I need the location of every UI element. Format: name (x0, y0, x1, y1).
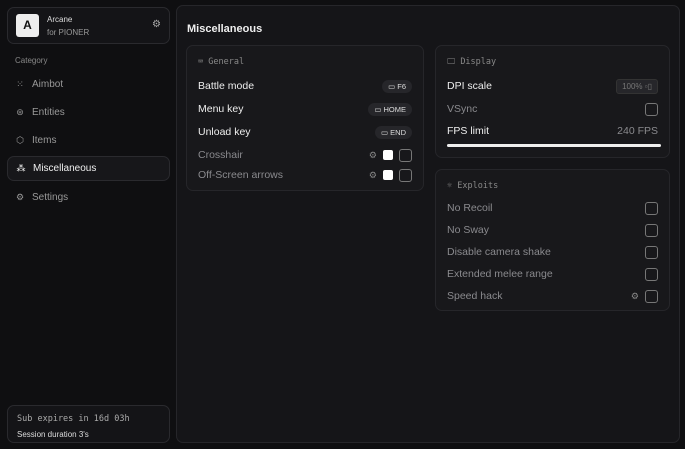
session-duration: Session duration 3's (17, 430, 89, 439)
exploits-title: Exploits (457, 181, 499, 191)
menu-keybind[interactable]: ▭ HOME (368, 102, 412, 116)
fps-value: 240 FPS (617, 125, 658, 137)
speed-hack-row: Speed hack ⚙ (447, 288, 658, 304)
vsync-checkbox[interactable] (645, 102, 658, 116)
main-panel: Miscellaneous ⌨ General Battle mode ▭ F6 … (176, 5, 680, 443)
camera-shake-row: Disable camera shake (447, 244, 658, 260)
offscreen-arrows-row: Off-Screen arrows ⚙ (198, 167, 412, 183)
sidebar-item-label: Items (32, 135, 57, 146)
unload-keybind[interactable]: ▭ END (374, 125, 412, 139)
melee-range-checkbox[interactable] (645, 267, 658, 281)
key-label: F6 (397, 81, 406, 91)
melee-range-label: Extended melee range (447, 268, 553, 280)
app-logo: A (16, 14, 39, 37)
misc-icon: ⁂ (16, 163, 26, 173)
offscreen-arrows-label: Off-Screen arrows (198, 169, 283, 181)
no-sway-row: No Sway (447, 222, 658, 238)
battle-mode-row: Battle mode ▭ F6 (198, 78, 412, 94)
sidebar-item-label: Aimbot (32, 79, 64, 90)
no-recoil-checkbox[interactable] (645, 201, 658, 215)
brand-card: A Arcane for PIONER ⚙ (7, 7, 170, 44)
settings-icon[interactable]: ⚙ (152, 19, 161, 30)
gear-icon: ⚙ (15, 192, 25, 202)
monitor-icon: 🖵 (447, 57, 461, 67)
gear-icon[interactable]: ⚙ (630, 290, 639, 301)
speed-hack-label: Speed hack (447, 290, 503, 302)
exploits-header: ☼ Exploits (447, 181, 498, 191)
camera-shake-checkbox[interactable] (645, 245, 658, 259)
sidebar-item-label: Miscellaneous (33, 163, 97, 174)
dpi-input[interactable]: 100% ▫▯ (616, 78, 658, 94)
color-swatch[interactable] (383, 170, 393, 180)
sidebar: A Arcane for PIONER ⚙ Category ⁙ Aimbot ⊛… (0, 0, 174, 449)
gear-icon[interactable]: ⚙ (368, 149, 377, 160)
fps-label: FPS limit (447, 125, 489, 137)
sidebar-item-label: Entities (32, 107, 65, 118)
general-card: ⌨ General Battle mode ▭ F6 Menu key ▭ HOME… (186, 45, 424, 191)
dpi-row: DPI scale 100% ▫▯ (447, 78, 658, 94)
dpi-value: 100% (622, 81, 643, 91)
key-label: END (390, 127, 406, 137)
page-title: Miscellaneous (187, 23, 263, 35)
vsync-label: VSync (447, 103, 478, 115)
menu-key-row: Menu key ▭ HOME (198, 101, 412, 117)
no-sway-label: No Sway (447, 224, 490, 236)
display-card: 🖵 Display DPI scale 100% ▫▯ VSync FPS lim… (435, 45, 670, 158)
sidebar-item-aimbot[interactable]: ⁙ Aimbot (7, 72, 170, 97)
menu-key-label: Menu key (198, 103, 244, 115)
dpi-label: DPI scale (447, 80, 492, 92)
entities-icon: ⊛ (16, 107, 24, 117)
no-sway-checkbox[interactable] (645, 223, 658, 237)
sidebar-item-settings[interactable]: ⚙ Settings (7, 185, 170, 210)
crosshair-label: Crosshair (198, 149, 243, 161)
display-title: Display (460, 57, 497, 67)
key-label: HOME (383, 104, 407, 114)
general-title: General (208, 57, 245, 67)
category-label: Category (15, 56, 48, 65)
crosshair-checkbox[interactable] (399, 148, 412, 162)
bug-icon: ☼ (447, 181, 458, 191)
battle-mode-label: Battle mode (198, 80, 255, 92)
sidebar-item-entities[interactable]: ⊛ Entities (7, 100, 170, 125)
unload-key-row: Unload key ▭ END (198, 124, 412, 140)
crosshair-row: Crosshair ⚙ (198, 147, 412, 163)
fps-row: FPS limit 240 FPS (447, 123, 658, 139)
general-header: ⌨ General (198, 57, 244, 67)
melee-range-row: Extended melee range (447, 266, 658, 282)
no-recoil-label: No Recoil (447, 202, 493, 214)
keyboard-icon: ⌨ (198, 57, 209, 67)
no-recoil-row: No Recoil (447, 200, 658, 216)
gear-icon[interactable]: ⚙ (368, 169, 377, 180)
crosshair-icon: ⁙ (16, 79, 24, 89)
box-icon: ⬡ (16, 135, 24, 145)
app-subtitle: for PIONER (47, 28, 90, 37)
sub-expiry: Sub expires in 16d 03h (17, 414, 130, 424)
camera-shake-label: Disable camera shake (447, 246, 551, 258)
vsync-row: VSync (447, 101, 658, 117)
unload-key-label: Unload key (198, 126, 251, 138)
display-header: 🖵 Display (447, 57, 496, 67)
sidebar-item-items[interactable]: ⬡ Items (7, 128, 170, 153)
sidebar-item-miscellaneous[interactable]: ⁂ Miscellaneous (7, 156, 170, 181)
fps-slider[interactable] (447, 144, 661, 147)
exploits-card: ☼ Exploits No Recoil No Sway Disable cam… (435, 169, 670, 311)
color-swatch[interactable] (383, 150, 393, 160)
subscription-info: Sub expires in 16d 03h Session duration … (7, 405, 170, 443)
speed-hack-checkbox[interactable] (645, 289, 658, 303)
app-name: Arcane (47, 15, 73, 24)
battle-mode-keybind[interactable]: ▭ F6 (382, 79, 412, 93)
offscreen-arrows-checkbox[interactable] (399, 168, 412, 182)
sidebar-item-label: Settings (32, 192, 69, 203)
